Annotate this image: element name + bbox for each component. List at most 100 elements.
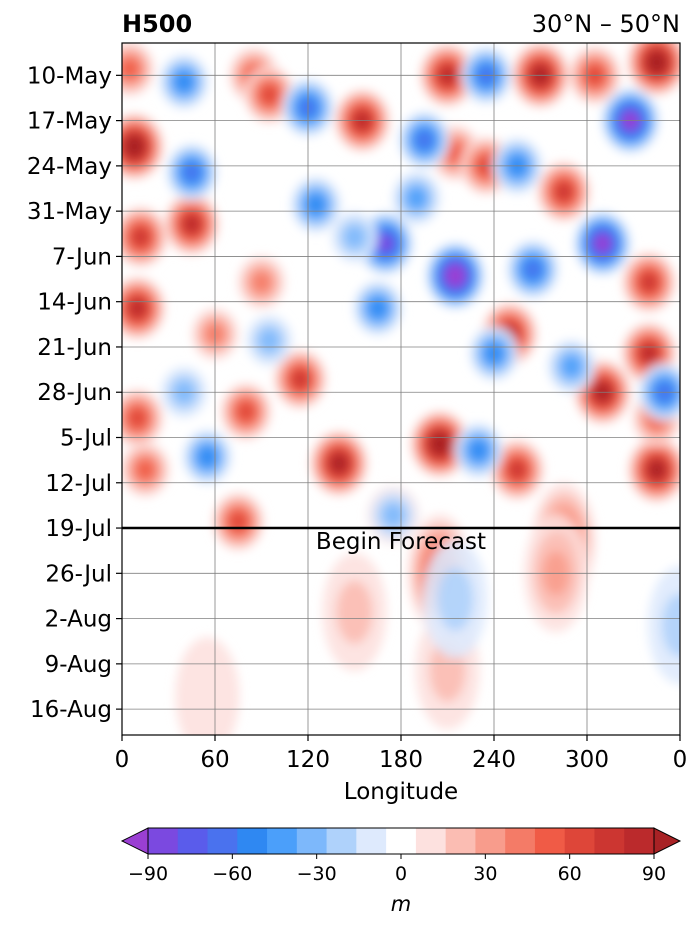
anomaly-contour-2-7 (130, 300, 145, 316)
colorbar-swatch-6 (296, 828, 328, 854)
anomaly-contour-9-5 (261, 86, 277, 103)
colorbar-swatch-5 (267, 828, 298, 854)
colorbar-swatch-16 (594, 828, 625, 854)
colorbar-label: m (391, 892, 411, 916)
anomaly-contour-29-7 (642, 346, 656, 361)
anomaly-contour-48-5 (525, 261, 541, 278)
anomaly-contour-41-4 (369, 299, 386, 317)
x-axis-label: Longitude (344, 779, 458, 805)
anomaly-contour-10-3 (252, 272, 271, 292)
anomaly-contour-43-3 (407, 188, 426, 208)
anomaly-contour-31-9 (650, 55, 664, 70)
colorbar-swatch-3 (207, 828, 238, 854)
y-tick-label-3: 31-May (27, 199, 112, 225)
y-tick-label-9: 12-Jul (45, 471, 112, 497)
y-tick-label-5: 14-Jun (37, 290, 112, 316)
anomaly-contour-59-0 (175, 637, 240, 735)
colorbar-tick-label-4: 30 (473, 863, 497, 885)
anomaly-contour-20-4 (447, 144, 464, 162)
colorbar-swatch-15 (564, 828, 595, 854)
anomaly-contour-34-4 (175, 73, 193, 91)
chart-subtitle: 30°N – 50°N (532, 10, 680, 38)
y-tick-label-13: 9-Aug (45, 652, 112, 678)
y-tick-label-8: 5-Jul (60, 426, 112, 452)
colorbar-swatch-2 (177, 828, 209, 854)
anomaly-contour-7-5 (230, 513, 246, 530)
y-tick-label-7: 28-Jun (37, 380, 112, 406)
colorbar-extend-low (120, 827, 149, 855)
anomaly-contour-62-1 (437, 567, 474, 631)
anomaly-contour-1-4 (122, 60, 138, 78)
anomaly-contour-61-1 (662, 593, 680, 657)
colorbar-swatch-10 (415, 828, 447, 854)
y-tick-label-0: 10-May (27, 63, 112, 89)
anomaly-contour-36-4 (199, 448, 216, 466)
anomaly-contour-0-9 (127, 139, 141, 154)
colorbar-swatch-4 (237, 828, 268, 854)
anomaly-contour-49-3 (562, 356, 581, 377)
anomaly-contour-6-7 (184, 216, 199, 232)
anomaly-contour-11-5 (238, 403, 254, 420)
colorbar: −90 −60 −30 0 30 60 90 (120, 827, 682, 885)
x-tick-label-6: 0 (673, 747, 688, 773)
anomaly-contour-4-5 (129, 409, 146, 427)
colorbar-tick-label-0: −90 (128, 863, 168, 885)
anomaly-contour-25-6 (556, 183, 572, 200)
grid-lines (122, 43, 680, 735)
colorbar-swatch-1 (148, 828, 179, 854)
colorbar-tick-label-3: 0 (395, 863, 407, 885)
anomaly-contour-3-6 (133, 229, 148, 245)
anomaly-contour-54-2 (344, 225, 365, 249)
anomaly-contour-14-8 (332, 456, 346, 471)
plot-area: Begin Forecast (121, 42, 681, 736)
y-tick-label-1: 17-May (27, 109, 112, 135)
y-tick-label-4: 7-Jun (52, 244, 112, 270)
colorbar-extend-high (653, 827, 682, 855)
colorbar-swatch-8 (356, 828, 387, 854)
y-axis-ticks: 10-May 17-May 24-May 31-May 7-Jun 14-Jun 21-Ju… (27, 63, 122, 723)
y-tick-label-12: 2-Aug (45, 607, 112, 633)
anomaly-contour-50-8 (595, 236, 610, 251)
colorbar-swatch-17 (624, 828, 655, 854)
colorbar-swatch-14 (534, 828, 566, 854)
x-tick-label-0: 0 (115, 747, 130, 773)
anomaly-contour-35-5 (184, 164, 200, 181)
x-axis-ticks: 0 60 120 180 240 300 0 (115, 735, 688, 773)
y-tick-label-10: 19-Jul (45, 516, 112, 542)
colorbar-swatch-12 (475, 828, 506, 854)
chart-title: H500 (122, 10, 192, 38)
anomaly-contour-40-7 (378, 236, 393, 251)
y-tick-label-6: 21-Jun (37, 335, 112, 361)
colorbar-tick-label-2: −30 (297, 863, 337, 885)
x-tick-label-4: 240 (472, 747, 516, 773)
colorbar-tick-label-1: −60 (212, 863, 252, 885)
x-tick-label-5: 300 (565, 747, 609, 773)
anomaly-contour-55-2 (259, 329, 280, 352)
x-tick-label-2: 120 (286, 747, 330, 773)
anomaly-contour-44-9 (448, 268, 462, 283)
colorbar-swatch-9 (386, 828, 417, 854)
colorbar-swatch-13 (505, 828, 536, 854)
x-tick-label-1: 60 (200, 747, 229, 773)
colorbar-swatch-11 (445, 828, 476, 854)
anomaly-contour-39-4 (307, 195, 324, 214)
colorbar-swatch-7 (326, 828, 357, 854)
anomaly-contour-56-2 (383, 503, 404, 527)
y-tick-label-14: 16-Aug (30, 697, 112, 723)
anomaly-contour-5-4 (137, 461, 154, 479)
anomaly-contour-23-6 (510, 462, 525, 478)
anomaly-contour-17-9 (433, 437, 447, 451)
forecast-annotation: Begin Forecast (316, 529, 486, 555)
y-tick-label-11: 26-Jul (45, 561, 112, 587)
anomaly-contour-42-5 (416, 131, 432, 149)
anomaly-contour-30-8 (650, 462, 664, 477)
anomaly-contour-60-1 (336, 580, 373, 644)
anomaly-contour-53-4 (470, 441, 487, 460)
colorbar-tick-label-6: 90 (642, 863, 666, 885)
anomaly-contour-32-6 (641, 274, 657, 291)
y-tick-label-2: 24-May (27, 154, 112, 180)
x-tick-label-3: 180 (379, 747, 423, 773)
anomaly-contour-13-6 (293, 371, 308, 387)
colorbar-tick-label-5: 60 (558, 863, 582, 885)
